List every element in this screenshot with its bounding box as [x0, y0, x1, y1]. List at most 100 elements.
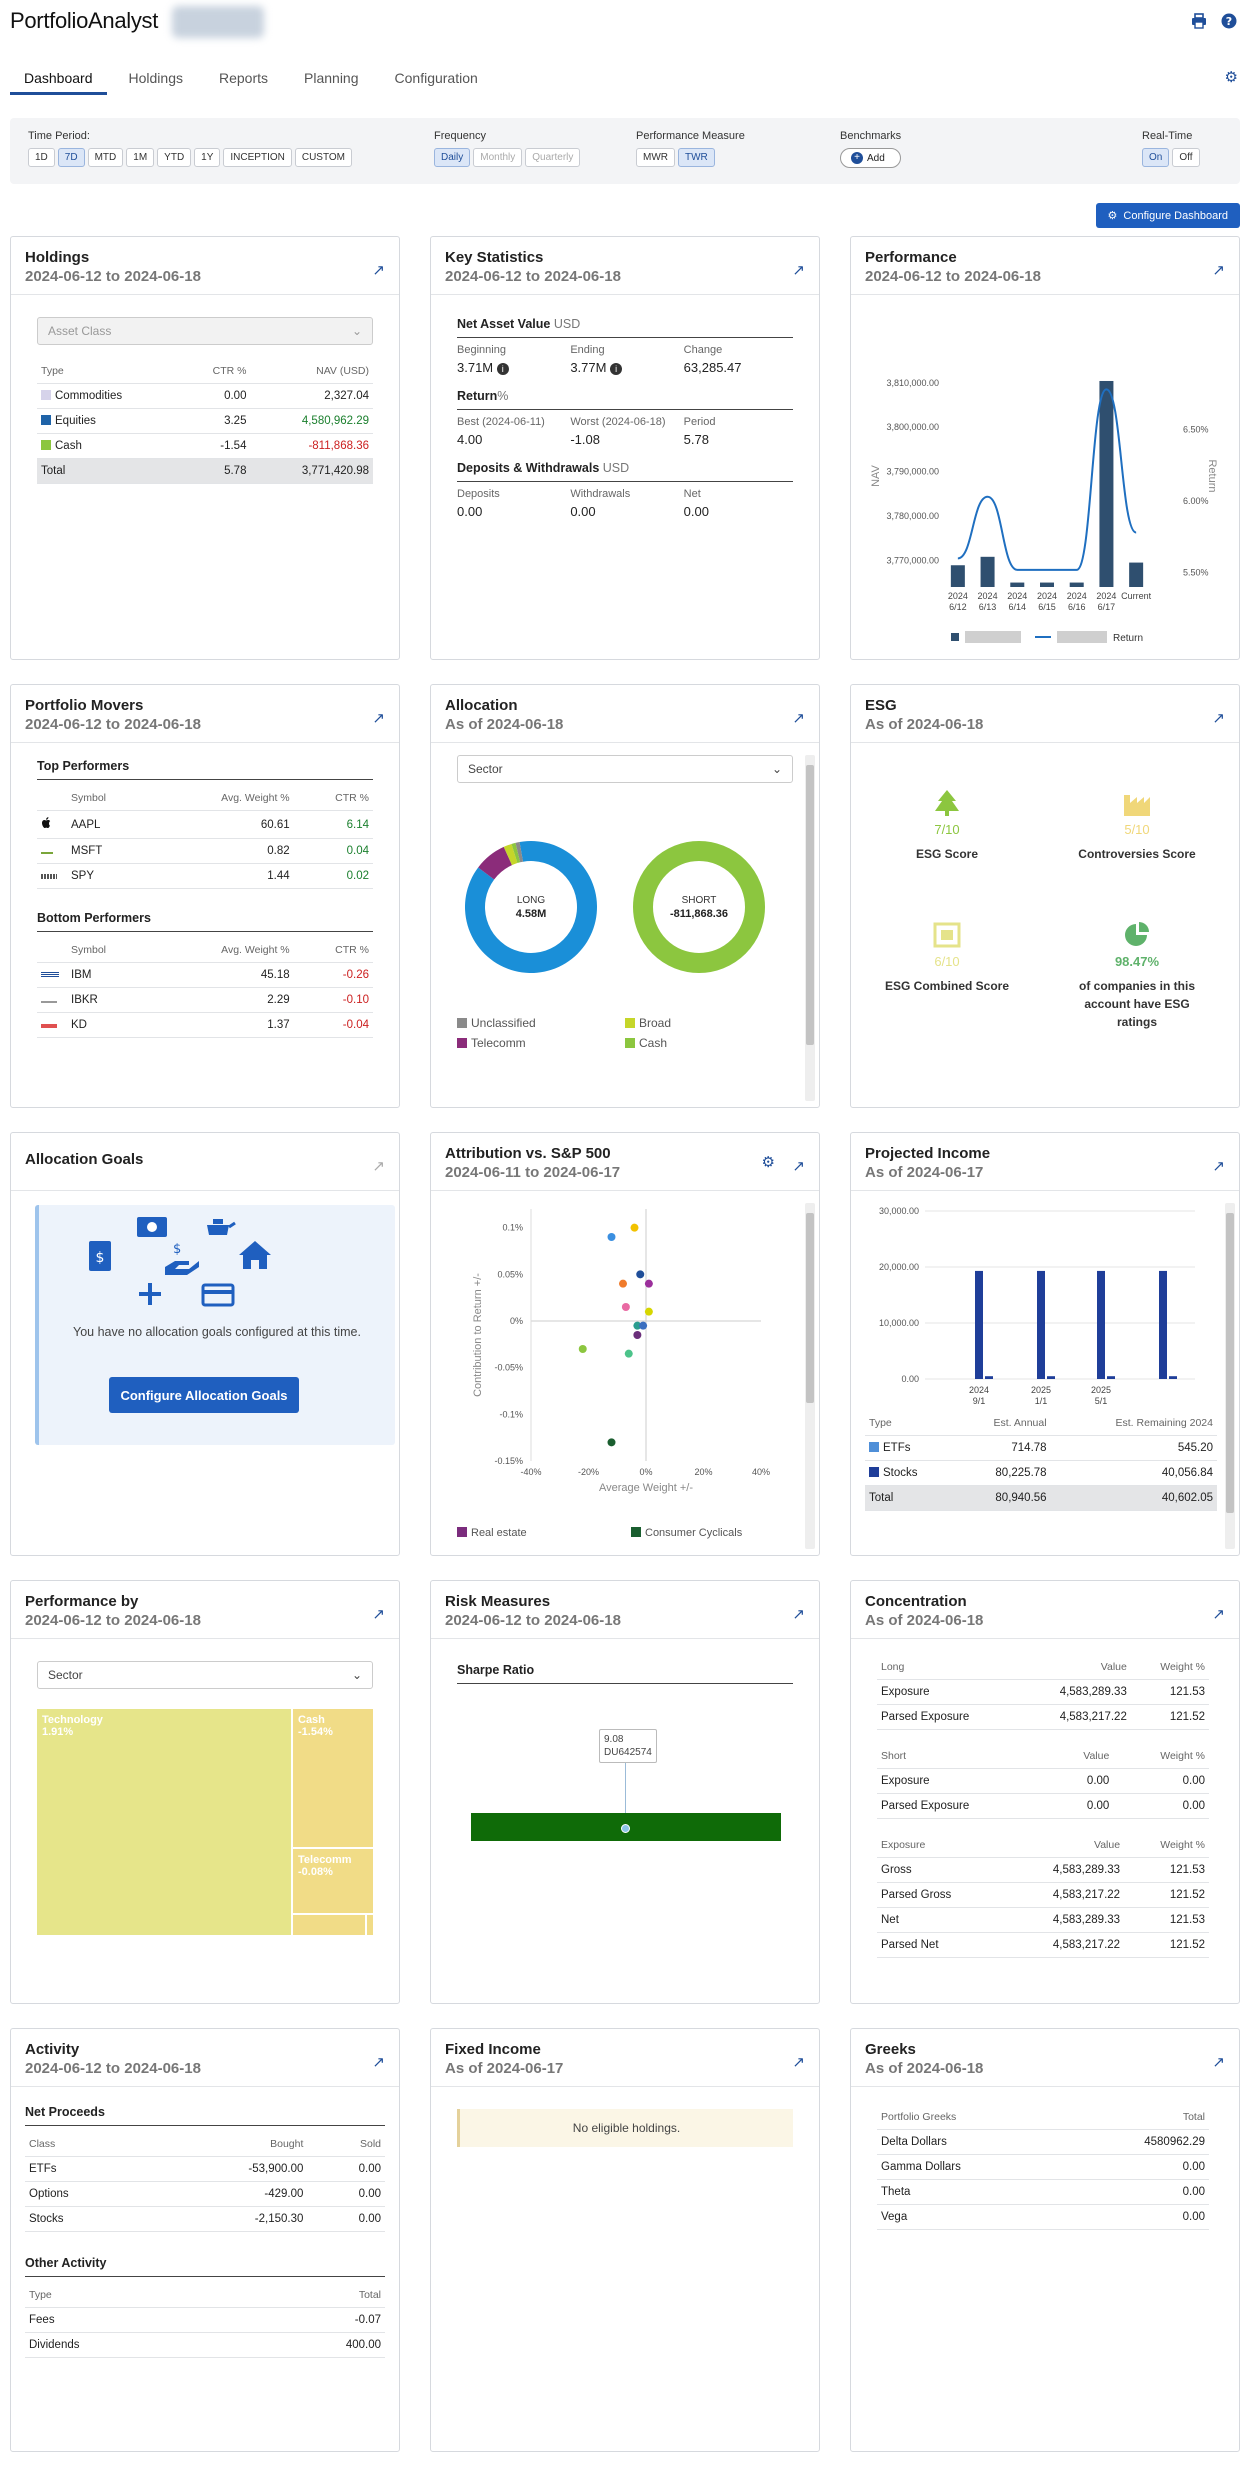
configure-allocation-goals-button[interactable]: Configure Allocation Goals [109, 1377, 299, 1413]
projected-income-table: Type Est. Annual Est. Remaining 2024 ETFs 7… [865, 1411, 1217, 1511]
gear-icon: ⚙ [1107, 210, 1118, 222]
time-inception-button[interactable]: INCEPTION [223, 148, 292, 167]
expand-arrow-icon[interactable]: ↗ [1212, 710, 1225, 727]
net-proceeds-table: Class Bought Sold ETFs -53,900.00 0.00 Optio… [25, 2132, 385, 2232]
sharpe-marker-dot[interactable] [621, 1824, 630, 1833]
y-tick-label: 3,810,000.00 [886, 378, 939, 388]
legend-nav-blurred [965, 631, 1021, 643]
realtime-on-button[interactable]: On [1142, 148, 1170, 167]
donut-slice [465, 841, 597, 973]
scrollbar[interactable] [1225, 1203, 1235, 1549]
settings-gear-icon[interactable]: ⚙ [1224, 69, 1238, 86]
expand-arrow-icon[interactable]: ↗ [372, 262, 385, 279]
concentration-long-table: Long Value Weight % Exposure 4,583,289.33 12… [877, 1655, 1209, 1730]
equities-swatch [41, 415, 51, 425]
donut-slice [511, 842, 521, 864]
time-1d-button[interactable]: 1D [28, 148, 55, 167]
asset-class-select[interactable]: Asset Class ⌄ [37, 317, 373, 345]
expand-arrow-icon[interactable]: ↗ [792, 262, 805, 279]
app-title: PortfolioAnalyst [10, 8, 159, 33]
table-row: Theta 0.00 [877, 2179, 1209, 2205]
time-1m-button[interactable]: 1M [126, 148, 155, 167]
expand-arrow-icon[interactable]: ↗ [792, 710, 805, 727]
x-tick-label: -40% [520, 1467, 541, 1477]
bar [1040, 582, 1054, 587]
realtime-off-button[interactable]: Off [1172, 148, 1200, 167]
x-tick-label: 6/16 [1068, 602, 1086, 612]
freq-daily-button[interactable]: Daily [434, 148, 471, 167]
freq-monthly-button[interactable]: Monthly [473, 148, 523, 167]
expand-arrow-icon[interactable]: ↗ [1212, 1158, 1225, 1175]
expand-arrow-icon[interactable]: ↗ [792, 1606, 805, 1623]
esg-card: ESG As of 2024-06-18 ↗ 7/10 ESG Score 5/… [850, 684, 1240, 1108]
allocation-sector-select[interactable]: Sector ⌄ [457, 755, 793, 783]
concentration-exposure-table: Exposure Value Weight % Gross 4,583,289.33 1… [877, 1833, 1209, 1958]
y2-tick-label: 6.50% [1183, 424, 1209, 434]
y-tick-label: 20,000.00 [879, 1262, 919, 1272]
twr-button[interactable]: TWR [678, 148, 715, 167]
sector-treemap: Technology 1.91% Cash -1.54% Telecomm -0.08… [37, 1709, 373, 1935]
scrollbar[interactable] [805, 1203, 815, 1549]
tab-dashboard[interactable]: Dashboard [10, 64, 107, 95]
time-ytd-button[interactable]: YTD [157, 148, 192, 167]
freq-quarterly-button[interactable]: Quarterly [525, 148, 581, 167]
donut-slice [478, 846, 512, 880]
expand-arrow-icon[interactable]: ↗ [372, 710, 385, 727]
scatter-point [630, 1223, 639, 1232]
time-mtd-button[interactable]: MTD [87, 148, 124, 167]
tab-holdings[interactable]: Holdings [128, 70, 183, 86]
factory-icon [1124, 795, 1150, 816]
legend-item: Unclassified [457, 1016, 625, 1030]
tab-reports[interactable]: Reports [218, 70, 269, 86]
time-7d-button[interactable]: 7D [57, 148, 85, 167]
tab-configuration[interactable]: Configuration [394, 70, 478, 86]
perf-by-sector-select[interactable]: Sector ⌄ [37, 1661, 373, 1689]
expand-arrow-icon[interactable]: ↗ [372, 1606, 385, 1623]
mwr-button[interactable]: MWR [636, 148, 675, 167]
scatter-point [621, 1303, 630, 1311]
expand-arrow-icon[interactable]: ↗ [372, 1158, 385, 1175]
print-icon[interactable] [1190, 12, 1208, 30]
y2-tick-label: 5.50% [1183, 568, 1209, 578]
time-custom-button[interactable]: CUSTOM [294, 148, 353, 167]
expand-arrow-icon[interactable]: ↗ [372, 2054, 385, 2071]
y-axis-label: NAV [870, 464, 882, 486]
no-goals-message: You have no allocation goals configured … [73, 1325, 361, 1339]
expand-arrow-icon[interactable]: ↗ [1212, 1606, 1225, 1623]
table-row: Parsed Net 4,583,217.22 121.52 [877, 1932, 1209, 1958]
scrollbar[interactable] [805, 755, 815, 1101]
bar [985, 1376, 993, 1379]
expand-arrow-icon[interactable]: ↗ [792, 2054, 805, 2071]
x-axis-label: Average Weight +/- [599, 1482, 693, 1494]
treemap-tile: Telecomm -0.08% [293, 1849, 373, 1913]
help-icon[interactable]: ? [1220, 12, 1238, 30]
treemap-tile: Cash -1.54% [293, 1709, 373, 1847]
configure-dashboard-button[interactable]: ⚙ Configure Dashboard [1095, 203, 1240, 228]
treemap-tile: Technology 1.91% [37, 1709, 291, 1935]
add-benchmark-button[interactable]: + Add [840, 148, 902, 168]
table-row: ETFs -53,900.00 0.00 [25, 2156, 385, 2182]
time-1y-button[interactable]: 1Y [194, 148, 221, 167]
account-selector-blurred[interactable] [172, 6, 264, 38]
expand-arrow-icon[interactable]: ↗ [792, 1158, 805, 1175]
expand-arrow-icon[interactable]: ↗ [1212, 2054, 1225, 2071]
y-tick-label: -0.05% [494, 1363, 523, 1373]
house-icon [239, 1241, 271, 1269]
other-activity-title: Other Activity [25, 2256, 385, 2277]
y2-tick-label: 6.00% [1183, 496, 1209, 506]
controversies-score: 5/10 Controversies Score [1037, 789, 1237, 863]
portfolio-movers-card: Portfolio Movers 2024-06-12 to 2024-06-1… [10, 684, 400, 1108]
expand-arrow-icon[interactable]: ↗ [1212, 262, 1225, 279]
bar [1107, 1376, 1115, 1379]
settings-gear-icon[interactable]: ⚙ [761, 1154, 775, 1171]
key-stats-date: 2024-06-12 to 2024-06-18 [445, 268, 621, 285]
x-tick-label: 2024 [1007, 591, 1027, 601]
holdings-date: 2024-06-12 to 2024-06-18 [25, 268, 201, 285]
table-row: Net 4,583,289.33 121.53 [877, 1907, 1209, 1933]
projected-income-title: Projected Income [865, 1145, 991, 1162]
return-line [957, 388, 1137, 571]
table-row: Cash -1.54 -811,868.36 [37, 433, 373, 459]
table-row: Fees -0.07 [25, 2307, 385, 2333]
tab-planning[interactable]: Planning [304, 70, 359, 86]
